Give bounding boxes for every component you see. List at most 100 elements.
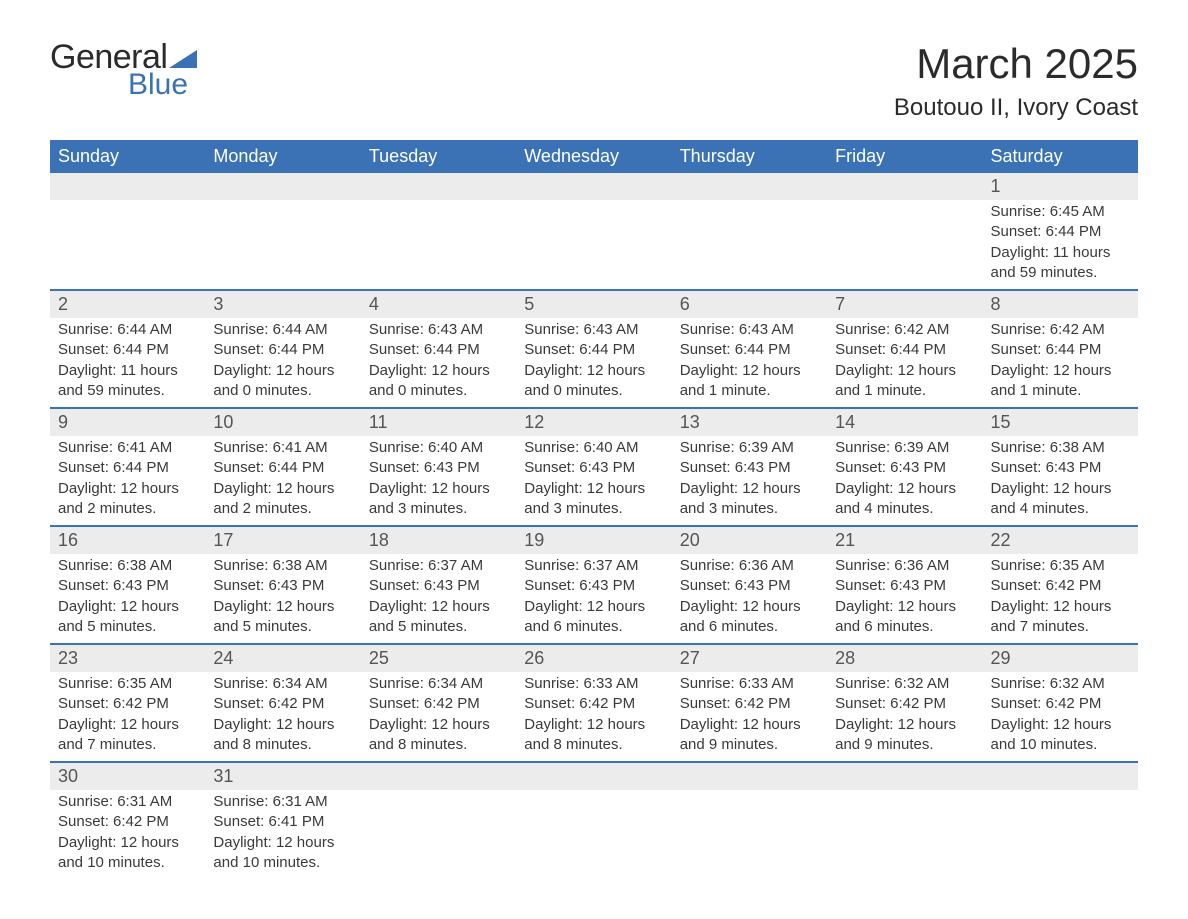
sunrise-line: Sunrise: 6:38 AM	[58, 556, 197, 576]
empty-cell	[672, 173, 827, 200]
sunrise-line: Sunrise: 6:32 AM	[991, 674, 1130, 694]
sunrise-line: Sunrise: 6:31 AM	[58, 792, 197, 812]
sunrise-line: Sunrise: 6:34 AM	[369, 674, 508, 694]
day-body-cell: Sunrise: 6:33 AMSunset: 6:42 PMDaylight:…	[516, 672, 671, 762]
sunrise-line: Sunrise: 6:43 AM	[369, 320, 508, 340]
sunrise-line: Sunrise: 6:31 AM	[213, 792, 352, 812]
logo-text-blue: Blue	[128, 70, 197, 100]
sunset-line: Sunset: 6:43 PM	[369, 458, 508, 478]
day-number-cell: 27	[672, 644, 827, 672]
day-number-cell: 28	[827, 644, 982, 672]
sunset-line: Sunset: 6:44 PM	[524, 340, 663, 360]
sunset-line: Sunset: 6:43 PM	[213, 576, 352, 596]
day-body-cell: Sunrise: 6:43 AMSunset: 6:44 PMDaylight:…	[672, 318, 827, 408]
sunset-line: Sunset: 6:42 PM	[369, 694, 508, 714]
day-number-cell: 26	[516, 644, 671, 672]
sunset-line: Sunset: 6:44 PM	[213, 340, 352, 360]
daylight-line: Daylight: 12 hours and 8 minutes.	[524, 715, 663, 756]
weekday-header: Sunday	[50, 140, 205, 173]
day-body-cell: Sunrise: 6:42 AMSunset: 6:44 PMDaylight:…	[983, 318, 1138, 408]
day-body-cell: Sunrise: 6:42 AMSunset: 6:44 PMDaylight:…	[827, 318, 982, 408]
empty-cell	[827, 173, 982, 200]
empty-cell	[516, 200, 671, 290]
day-body-cell: Sunrise: 6:43 AMSunset: 6:44 PMDaylight:…	[361, 318, 516, 408]
sunrise-line: Sunrise: 6:44 AM	[58, 320, 197, 340]
empty-cell	[516, 790, 671, 879]
day-body-cell: Sunrise: 6:33 AMSunset: 6:42 PMDaylight:…	[672, 672, 827, 762]
weekday-header-row: SundayMondayTuesdayWednesdayThursdayFrid…	[50, 140, 1138, 173]
sunset-line: Sunset: 6:43 PM	[680, 458, 819, 478]
empty-cell	[827, 790, 982, 879]
sunrise-line: Sunrise: 6:42 AM	[991, 320, 1130, 340]
day-number-cell: 23	[50, 644, 205, 672]
calendar-daynum-row: 9101112131415	[50, 408, 1138, 436]
sunrise-line: Sunrise: 6:33 AM	[524, 674, 663, 694]
sunset-line: Sunset: 6:44 PM	[369, 340, 508, 360]
day-body-cell: Sunrise: 6:40 AMSunset: 6:43 PMDaylight:…	[361, 436, 516, 526]
weekday-header: Saturday	[983, 140, 1138, 173]
day-number-cell: 1	[983, 173, 1138, 200]
day-body-cell: Sunrise: 6:45 AMSunset: 6:44 PMDaylight:…	[983, 200, 1138, 290]
sunset-line: Sunset: 6:44 PM	[991, 340, 1130, 360]
daylight-line: Daylight: 12 hours and 1 minute.	[680, 361, 819, 402]
empty-cell	[983, 790, 1138, 879]
daylight-line: Daylight: 12 hours and 8 minutes.	[213, 715, 352, 756]
empty-cell	[205, 200, 360, 290]
day-number-cell: 8	[983, 290, 1138, 318]
daylight-line: Daylight: 12 hours and 4 minutes.	[991, 479, 1130, 520]
day-body-cell: Sunrise: 6:39 AMSunset: 6:43 PMDaylight:…	[672, 436, 827, 526]
day-body-cell: Sunrise: 6:37 AMSunset: 6:43 PMDaylight:…	[361, 554, 516, 644]
sunrise-line: Sunrise: 6:45 AM	[991, 202, 1130, 222]
sunset-line: Sunset: 6:43 PM	[835, 576, 974, 596]
calendar-daynum-row: 16171819202122	[50, 526, 1138, 554]
sunset-line: Sunset: 6:44 PM	[58, 458, 197, 478]
sunrise-line: Sunrise: 6:43 AM	[524, 320, 663, 340]
sunrise-line: Sunrise: 6:37 AM	[524, 556, 663, 576]
logo-triangle-icon	[169, 50, 197, 68]
empty-cell	[361, 790, 516, 879]
daylight-line: Daylight: 12 hours and 6 minutes.	[680, 597, 819, 638]
day-body-cell: Sunrise: 6:37 AMSunset: 6:43 PMDaylight:…	[516, 554, 671, 644]
sunset-line: Sunset: 6:44 PM	[835, 340, 974, 360]
day-body-cell: Sunrise: 6:38 AMSunset: 6:43 PMDaylight:…	[983, 436, 1138, 526]
sunrise-line: Sunrise: 6:36 AM	[680, 556, 819, 576]
sunset-line: Sunset: 6:42 PM	[524, 694, 663, 714]
title-block: March 2025 Boutouo II, Ivory Coast	[894, 40, 1138, 122]
sunrise-line: Sunrise: 6:42 AM	[835, 320, 974, 340]
sunrise-line: Sunrise: 6:41 AM	[213, 438, 352, 458]
day-body-cell: Sunrise: 6:34 AMSunset: 6:42 PMDaylight:…	[205, 672, 360, 762]
daylight-line: Daylight: 12 hours and 0 minutes.	[524, 361, 663, 402]
day-body-cell: Sunrise: 6:38 AMSunset: 6:43 PMDaylight:…	[50, 554, 205, 644]
sunset-line: Sunset: 6:42 PM	[991, 694, 1130, 714]
sunrise-line: Sunrise: 6:38 AM	[213, 556, 352, 576]
day-number-cell: 22	[983, 526, 1138, 554]
sunrise-line: Sunrise: 6:32 AM	[835, 674, 974, 694]
weekday-header: Wednesday	[516, 140, 671, 173]
sunset-line: Sunset: 6:43 PM	[835, 458, 974, 478]
day-number-cell: 14	[827, 408, 982, 436]
daylight-line: Daylight: 12 hours and 5 minutes.	[58, 597, 197, 638]
sunset-line: Sunset: 6:42 PM	[58, 812, 197, 832]
empty-cell	[516, 173, 671, 200]
daylight-line: Daylight: 12 hours and 8 minutes.	[369, 715, 508, 756]
day-number-cell: 20	[672, 526, 827, 554]
empty-cell	[672, 200, 827, 290]
empty-cell	[983, 762, 1138, 790]
daylight-line: Daylight: 12 hours and 7 minutes.	[991, 597, 1130, 638]
sunset-line: Sunset: 6:43 PM	[991, 458, 1130, 478]
calendar-daybody-row: Sunrise: 6:41 AMSunset: 6:44 PMDaylight:…	[50, 436, 1138, 526]
day-body-cell: Sunrise: 6:44 AMSunset: 6:44 PMDaylight:…	[50, 318, 205, 408]
empty-cell	[361, 200, 516, 290]
empty-cell	[672, 762, 827, 790]
sunrise-line: Sunrise: 6:43 AM	[680, 320, 819, 340]
daylight-line: Daylight: 12 hours and 5 minutes.	[213, 597, 352, 638]
day-number-cell: 12	[516, 408, 671, 436]
empty-cell	[50, 173, 205, 200]
sunset-line: Sunset: 6:43 PM	[524, 458, 663, 478]
day-body-cell: Sunrise: 6:41 AMSunset: 6:44 PMDaylight:…	[205, 436, 360, 526]
location: Boutouo II, Ivory Coast	[894, 94, 1138, 122]
empty-cell	[50, 200, 205, 290]
daylight-line: Daylight: 12 hours and 0 minutes.	[213, 361, 352, 402]
sunrise-line: Sunrise: 6:41 AM	[58, 438, 197, 458]
day-number-cell: 17	[205, 526, 360, 554]
